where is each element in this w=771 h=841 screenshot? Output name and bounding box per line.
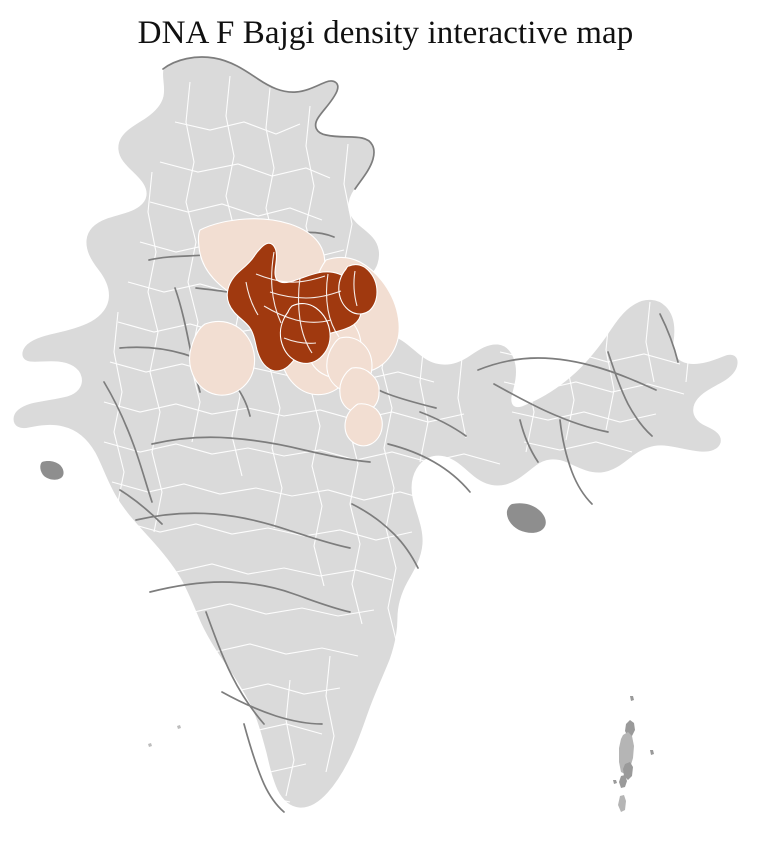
region-high-density-east-lobe[interactable] <box>339 265 377 314</box>
andaman-nicobar-islands <box>613 696 654 812</box>
region-kutch-tip <box>40 461 64 480</box>
region-sundarbans <box>506 503 546 533</box>
page-title: DNA F Bajgi density interactive map <box>137 15 634 51</box>
region-north-mp-district[interactable] <box>345 404 382 446</box>
india-choropleth-map[interactable] <box>0 52 771 822</box>
map-svg[interactable] <box>0 52 771 822</box>
region-east-rajasthan-district[interactable] <box>190 322 255 396</box>
high-density-district-lines <box>245 251 358 354</box>
choropleth-values-group[interactable] <box>40 219 546 533</box>
lakshadweep-islands <box>148 725 181 747</box>
